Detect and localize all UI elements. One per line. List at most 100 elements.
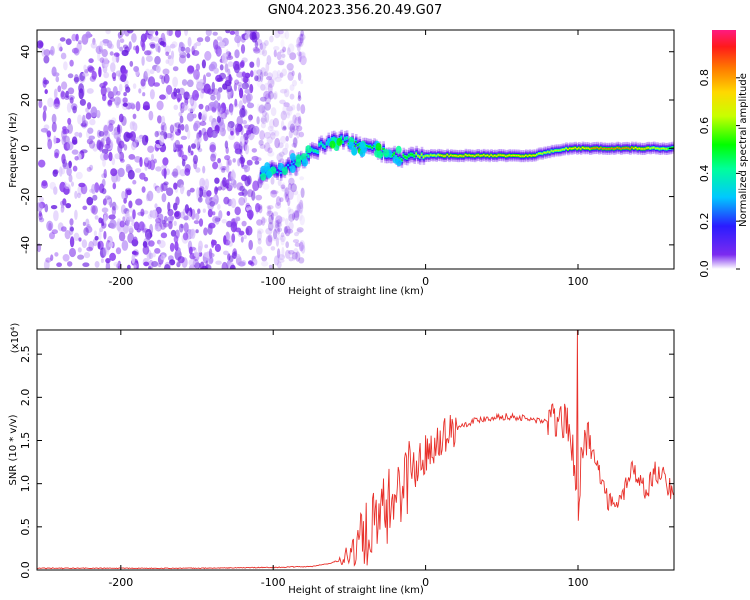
noise-speckle: [276, 69, 281, 79]
ridge-cell: [495, 155, 499, 157]
noise-speckle: [132, 83, 137, 89]
noise-speckle: [279, 88, 288, 94]
noise-speckle: [276, 261, 282, 269]
noise-speckle: [296, 43, 301, 52]
ridge-cell: [391, 154, 395, 157]
noise-speckle: [133, 221, 140, 231]
noise-speckle: [69, 236, 75, 248]
noise-speckle: [280, 56, 286, 66]
ridge-cell: [459, 155, 462, 157]
noise-speckle: [201, 113, 208, 122]
ridge-cell: [504, 155, 508, 157]
noise-speckle: [192, 89, 199, 101]
noise-speckle: [102, 158, 106, 167]
noise-speckle: [287, 183, 292, 191]
ridge-cell: [568, 147, 572, 150]
ridge-cell: [510, 154, 513, 157]
ridge-cell: [526, 155, 530, 157]
noise-speckle: [43, 105, 47, 112]
noise-speckle: [74, 156, 79, 161]
noise-speckle: [61, 81, 68, 90]
ridge-cell: [609, 148, 612, 150]
noise-speckle: [69, 218, 74, 226]
noise-speckle: [279, 99, 286, 105]
noise-speckle: [111, 206, 117, 216]
noise-speckle: [165, 84, 173, 95]
noise-speckle: [291, 70, 295, 77]
noise-speckle: [199, 177, 206, 189]
ridge-cell: [475, 154, 479, 156]
noise-speckle: [239, 108, 246, 118]
ridge-cell: [539, 152, 543, 155]
noise-speckle: [75, 171, 83, 180]
noise-speckle: [299, 241, 304, 252]
noise-speckle: [208, 222, 216, 229]
noise-speckle: [274, 130, 280, 137]
noise-speckle: [283, 125, 287, 130]
noise-speckle: [180, 224, 184, 229]
noise-speckle: [87, 127, 94, 134]
noise-speckle: [299, 55, 307, 66]
noise-speckle: [241, 188, 248, 197]
ridge-cell: [322, 144, 325, 147]
noise-speckle: [195, 229, 199, 234]
noise-speckle: [147, 145, 155, 153]
noise-speckle: [174, 30, 182, 38]
ridge-blob: [374, 149, 381, 158]
noise-speckle: [287, 120, 295, 131]
snr-frame: [36, 329, 675, 571]
ridge-cell: [439, 154, 442, 156]
noise-speckle: [295, 205, 301, 214]
noise-speckle: [72, 105, 77, 114]
noise-speckle: [216, 77, 224, 82]
noise-speckle: [103, 168, 107, 179]
ridge-cell: [541, 153, 544, 155]
noise-speckle: [270, 107, 277, 117]
noise-speckle: [221, 261, 228, 269]
noise-speckle: [87, 102, 92, 110]
noise-speckle: [284, 218, 289, 226]
noise-speckle: [205, 30, 212, 37]
noise-speckle: [132, 209, 136, 220]
noise-speckle: [51, 113, 57, 124]
noise-speckle: [216, 91, 221, 101]
noise-speckle: [82, 205, 88, 210]
noise-speckle: [198, 103, 204, 110]
noise-speckle: [78, 88, 84, 100]
ridge-cell: [532, 154, 535, 157]
noise-speckle: [287, 197, 291, 207]
ridge-cell: [627, 147, 630, 149]
ridge-cell: [600, 147, 603, 149]
snr-y-ticks: 0.0 0.5 1.0 1.5 2.0 2.5: [19, 345, 674, 579]
noise-speckle: [124, 80, 129, 86]
noise-speckle: [233, 250, 237, 257]
noise-speckle: [86, 196, 94, 206]
noise-speckle: [231, 169, 235, 179]
noise-speckle: [248, 133, 255, 139]
snr-x-label: Height of straight line (km): [288, 585, 424, 596]
noise-speckle: [266, 55, 272, 65]
ridge-cell: [342, 141, 345, 143]
noise-speckle: [145, 55, 153, 62]
noise-speckle: [234, 35, 242, 44]
noise-speckle: [266, 205, 274, 210]
noise-speckle: [154, 203, 158, 209]
ridge-cell: [537, 152, 541, 155]
noise-speckle: [170, 50, 175, 60]
noise-speckle: [183, 91, 190, 100]
noise-speckle: [44, 203, 49, 213]
ridge-cell: [517, 154, 521, 157]
noise-speckle: [53, 210, 59, 222]
y-tick-label: 0.0: [19, 561, 32, 579]
noise-speckle: [257, 238, 262, 245]
noise-speckle: [225, 49, 229, 57]
x-tick-label: -100: [261, 275, 286, 288]
noise-speckle: [234, 49, 240, 59]
noise-speckle: [258, 139, 264, 146]
noise-speckle: [51, 121, 57, 133]
ridge-cell: [318, 143, 321, 146]
noise-speckle: [241, 82, 249, 90]
noise-speckle: [220, 166, 228, 171]
noise-speckle: [162, 68, 170, 75]
noise-speckle: [224, 140, 229, 149]
